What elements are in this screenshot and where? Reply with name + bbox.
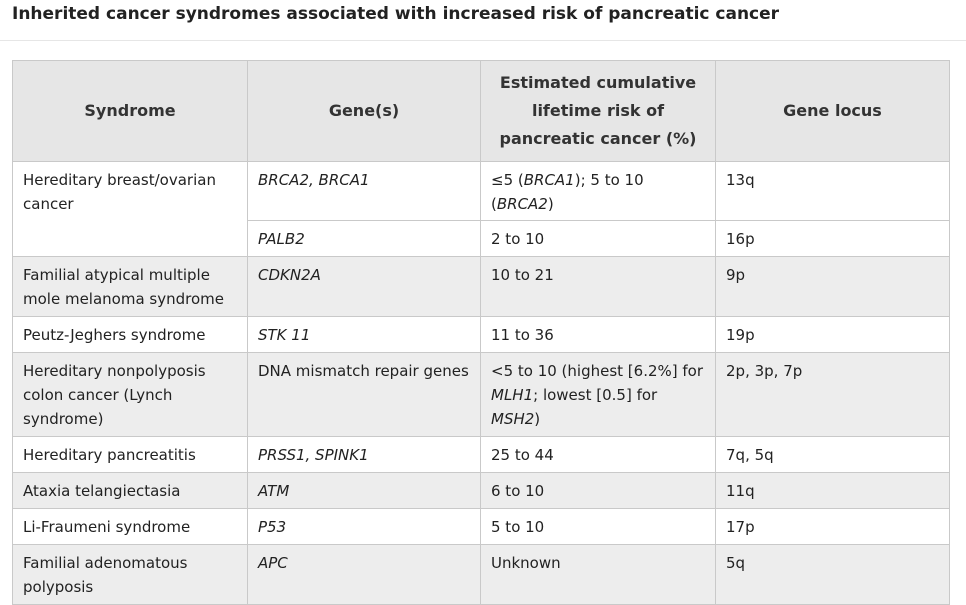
cell-syndrome: Hereditary breast/ovarian cancer — [12, 161, 248, 257]
cell-risk: 6 to 10 — [480, 472, 716, 509]
cell-locus: 11q — [715, 472, 950, 509]
cell-risk: 25 to 44 — [480, 436, 716, 473]
risk-text: ≤5 ( — [491, 171, 524, 189]
syndromes-table: Syndrome Gene(s) Estimated cumulative li… — [12, 60, 950, 605]
cell-genes: PRSS1, SPINK1 — [247, 436, 481, 473]
risk-text: ) — [547, 195, 554, 213]
table-row: PALB2 2 to 10 16p — [13, 220, 950, 257]
cell-locus: 17p — [715, 508, 950, 545]
table-row: Hereditary nonpolyposis colon cancer (Ly… — [12, 352, 950, 437]
cell-genes: DNA mismatch repair genes — [247, 352, 481, 437]
cell-syndrome: Peutz-Jeghers syndrome — [12, 316, 248, 353]
header-genes: Gene(s) — [247, 60, 481, 162]
cell-syndrome: Li-Fraumeni syndrome — [12, 508, 248, 545]
cell-genes: BRCA2, BRCA1 — [247, 161, 481, 221]
cell-risk: 10 to 21 — [480, 256, 716, 317]
cell-risk: <5 to 10 (highest [6.2%] for MLH1; lowes… — [480, 352, 716, 437]
cell-risk: 5 to 10 — [480, 508, 716, 545]
cell-risk: ≤5 (BRCA1); 5 to 10 (BRCA2) — [480, 161, 716, 221]
risk-text: ; lowest [0.5] for — [533, 386, 658, 404]
cell-locus: 16p — [715, 220, 950, 257]
table-row: Hereditary pancreatitis PRSS1, SPINK1 25… — [12, 436, 950, 473]
risk-gene: MLH1 — [491, 386, 534, 404]
header-risk: Estimated cumulative lifetime risk of pa… — [480, 60, 716, 162]
cell-syndrome: Familial atypical multiple mole melanoma… — [12, 256, 248, 317]
table-row: Peutz-Jeghers syndrome STK 11 11 to 36 1… — [12, 316, 950, 353]
table-header-row: Syndrome Gene(s) Estimated cumulative li… — [12, 60, 950, 162]
risk-gene: BRCA1 — [523, 171, 575, 189]
risk-text: <5 to 10 (highest [6.2%] for — [491, 362, 704, 380]
caption-divider — [0, 40, 966, 41]
table-row: Familial atypical multiple mole melanoma… — [12, 256, 950, 317]
header-locus: Gene locus — [715, 60, 950, 162]
risk-gene: BRCA2 — [496, 195, 548, 213]
table-row: Familial adenomatous polyposis APC Unkno… — [12, 544, 950, 605]
cell-risk: 11 to 36 — [480, 316, 716, 353]
cell-locus: 7q, 5q — [715, 436, 950, 473]
cell-locus: 9p — [715, 256, 950, 317]
table-row: Hereditary breast/ovarian cancer BRCA2, … — [12, 161, 950, 257]
risk-text: ) — [534, 410, 541, 428]
cell-genes: PALB2 — [247, 220, 481, 257]
cell-risk: 2 to 10 — [480, 220, 716, 257]
cell-genes: P53 — [247, 508, 481, 545]
risk-gene: MSH2 — [491, 410, 535, 428]
cell-genes: APC — [247, 544, 481, 605]
cell-locus: 19p — [715, 316, 950, 353]
cell-syndrome: Hereditary pancreatitis — [12, 436, 248, 473]
cell-syndrome: Familial adenomatous polyposis — [12, 544, 248, 605]
cell-syndrome: Hereditary nonpolyposis colon cancer (Ly… — [12, 352, 248, 437]
header-syndrome: Syndrome — [12, 60, 248, 162]
table-row: Ataxia telangiectasia ATM 6 to 10 11q — [12, 472, 950, 509]
cell-syndrome: Ataxia telangiectasia — [12, 472, 248, 509]
cell-genes: CDKN2A — [247, 256, 481, 317]
table-row: Li-Fraumeni syndrome P53 5 to 10 17p — [12, 508, 950, 545]
table-caption: Inherited cancer syndromes associated wi… — [12, 4, 780, 24]
cell-risk: Unknown — [480, 544, 716, 605]
risk-text: ); 5 to 10 ( — [491, 171, 644, 213]
cell-locus: 13q — [715, 161, 950, 221]
cell-genes: ATM — [247, 472, 481, 509]
cell-locus: 2p, 3p, 7p — [715, 352, 950, 437]
cell-genes: STK 11 — [247, 316, 481, 353]
cell-locus: 5q — [715, 544, 950, 605]
